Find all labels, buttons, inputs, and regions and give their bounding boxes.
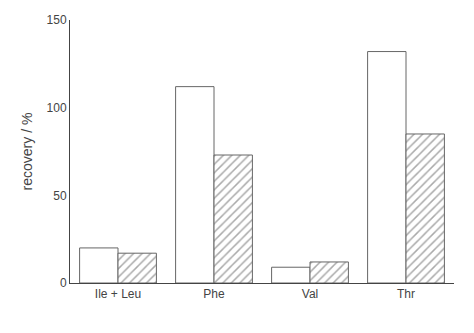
- svg-text:100: 100: [47, 101, 67, 115]
- svg-text:recovery / %: recovery / %: [19, 113, 35, 191]
- svg-text:Thr: Thr: [397, 287, 415, 301]
- svg-text:50: 50: [53, 189, 67, 203]
- svg-text:Ile + Leu: Ile + Leu: [95, 287, 141, 301]
- svg-text:0: 0: [60, 276, 67, 290]
- svg-text:150: 150: [47, 13, 67, 27]
- svg-text:Phe: Phe: [203, 287, 225, 301]
- svg-text:Val: Val: [302, 287, 318, 301]
